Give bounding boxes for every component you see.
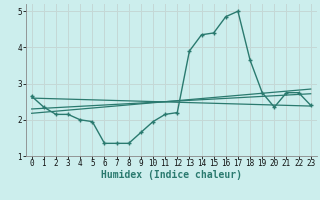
X-axis label: Humidex (Indice chaleur): Humidex (Indice chaleur) [101, 170, 242, 180]
